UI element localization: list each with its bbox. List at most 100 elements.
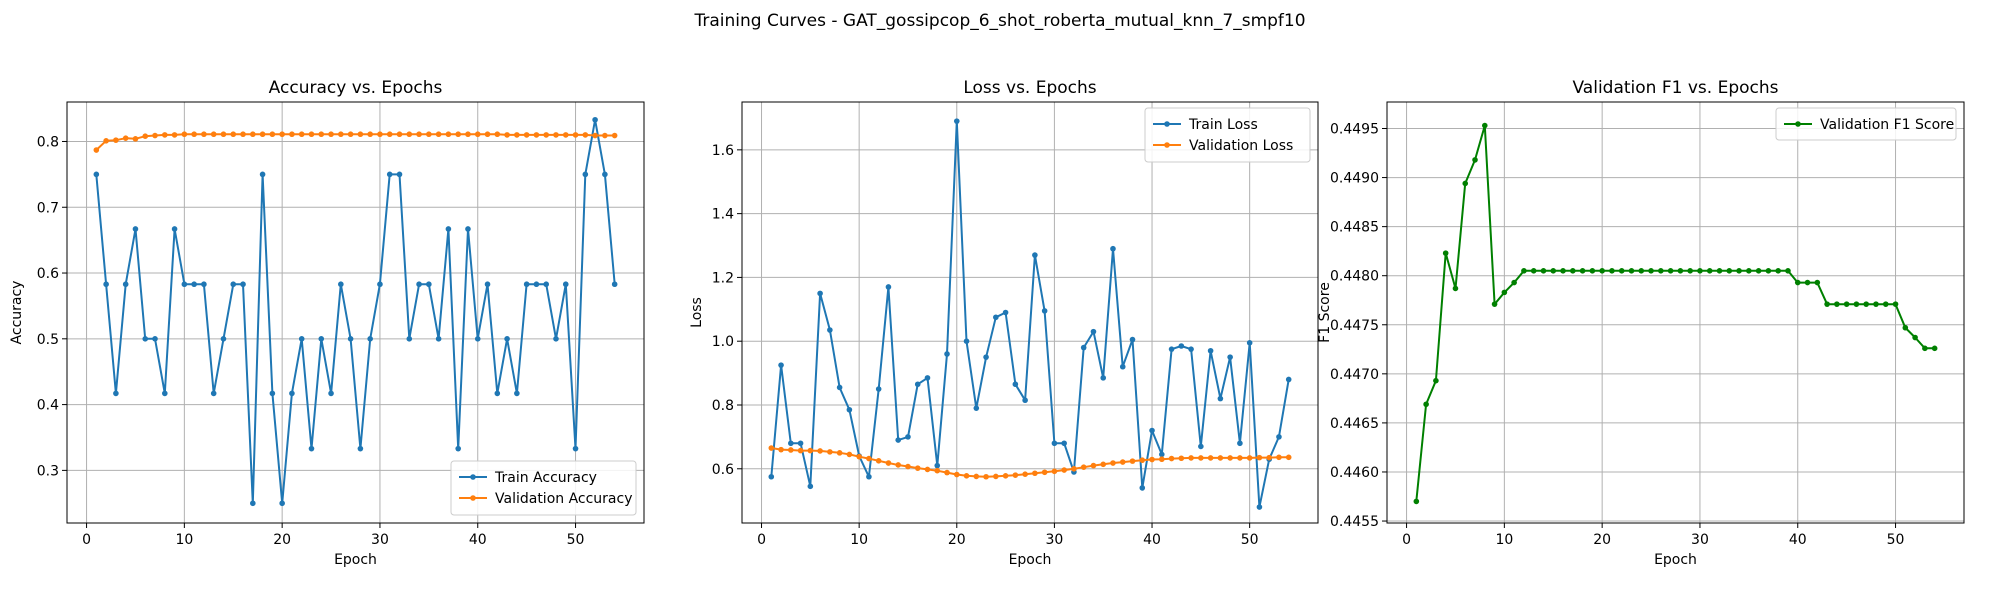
data-point	[1246, 339, 1253, 346]
data-point	[543, 132, 550, 138]
data-point	[582, 171, 589, 178]
data-point	[1129, 336, 1136, 343]
data-point	[1658, 267, 1664, 274]
data-point	[1198, 443, 1204, 450]
data-point	[592, 116, 598, 123]
data-point	[1071, 465, 1077, 472]
data-point	[406, 131, 413, 138]
data-point	[523, 132, 530, 138]
data-point	[357, 131, 364, 138]
data-point	[484, 131, 491, 138]
data-point	[1178, 455, 1185, 462]
data-point	[1061, 440, 1067, 447]
legend-swatch-marker	[1164, 142, 1170, 148]
data-point	[1755, 267, 1762, 274]
data-point	[1931, 345, 1938, 352]
legend: Train Loss Validation Loss	[1144, 107, 1311, 163]
legend-swatch-marker	[470, 474, 476, 480]
x-axis-label: Epoch	[1654, 552, 1697, 568]
data-point	[1442, 250, 1449, 256]
x-tick-label: 30	[1045, 532, 1063, 548]
data-point	[572, 132, 579, 138]
axes-frame	[741, 101, 1319, 524]
y-tick-label: 1.6	[712, 143, 734, 159]
data-point	[1158, 451, 1165, 458]
data-point	[582, 132, 589, 138]
data-point	[1256, 454, 1263, 461]
data-point	[953, 471, 960, 478]
data-point	[1256, 504, 1263, 510]
data-point	[142, 133, 149, 140]
y-tick-label: 0.4475	[1330, 318, 1379, 334]
data-point	[827, 449, 833, 455]
data-point	[914, 465, 921, 471]
data-point	[1168, 346, 1175, 352]
data-point	[846, 406, 853, 413]
y-tick-label: 0.4460	[1330, 465, 1379, 481]
x-tick-label: 50	[567, 532, 585, 548]
data-point	[289, 131, 295, 138]
y-tick-label: 0.4455	[1330, 514, 1379, 530]
data-point	[1149, 427, 1155, 434]
data-point	[103, 281, 109, 288]
axes-frame	[66, 101, 645, 524]
data-point	[866, 455, 872, 462]
data-point	[161, 390, 168, 397]
data-point	[1119, 459, 1126, 465]
data-point	[1002, 472, 1009, 479]
plots-container: Accuracy vs. Epochs 0 10 20 30 40 50 0.3 0.4 0.5 0…	[9, 78, 1965, 568]
data-point	[1697, 267, 1703, 274]
data-point	[983, 473, 989, 480]
data-point	[308, 131, 315, 138]
data-point	[1022, 471, 1028, 478]
data-point	[1022, 397, 1028, 404]
x-tick-label: 50	[1887, 532, 1905, 548]
data-point	[181, 131, 188, 138]
data-point	[445, 131, 452, 138]
y-tick-label: 0.4485	[1330, 220, 1379, 236]
data-point	[250, 131, 256, 138]
data-point	[553, 336, 559, 342]
data-point	[230, 131, 237, 138]
data-point	[220, 131, 227, 138]
x-tick-label: 20	[948, 532, 966, 548]
data-point	[142, 336, 149, 342]
data-point	[1491, 301, 1498, 307]
data-point	[504, 132, 510, 138]
data-point	[778, 446, 784, 453]
data-point	[973, 405, 980, 411]
data-point	[1794, 279, 1801, 286]
x-tick-label: 30	[1691, 532, 1709, 548]
data-point	[103, 138, 109, 144]
y-tick-label: 0.6	[712, 462, 734, 478]
data-point	[1667, 267, 1674, 274]
data-point	[1217, 455, 1224, 461]
data-point	[1746, 267, 1752, 274]
data-point	[308, 445, 315, 452]
data-point	[494, 131, 501, 138]
data-point	[474, 336, 481, 342]
data-point	[396, 131, 403, 138]
y-tick-label: 0.4470	[1330, 367, 1379, 383]
data-point	[171, 132, 178, 138]
data-point	[1873, 301, 1879, 307]
data-point	[788, 447, 794, 453]
x-tick-label: 20	[1593, 532, 1611, 548]
data-point	[1804, 279, 1811, 286]
data-point	[386, 131, 393, 138]
data-point	[1178, 343, 1185, 349]
data-point	[1687, 267, 1693, 274]
data-point	[406, 336, 413, 342]
data-point	[250, 500, 256, 507]
series-line-1	[95, 118, 616, 505]
y-tick-label: 1.4	[712, 207, 734, 223]
data-point	[152, 336, 158, 342]
data-point	[1413, 498, 1420, 505]
data-point	[768, 445, 775, 451]
data-point	[817, 290, 823, 297]
data-point	[377, 131, 383, 138]
data-point	[1775, 267, 1781, 274]
data-point	[885, 284, 892, 290]
data-point	[1863, 301, 1870, 307]
x-tick-label: 40	[1789, 532, 1807, 548]
